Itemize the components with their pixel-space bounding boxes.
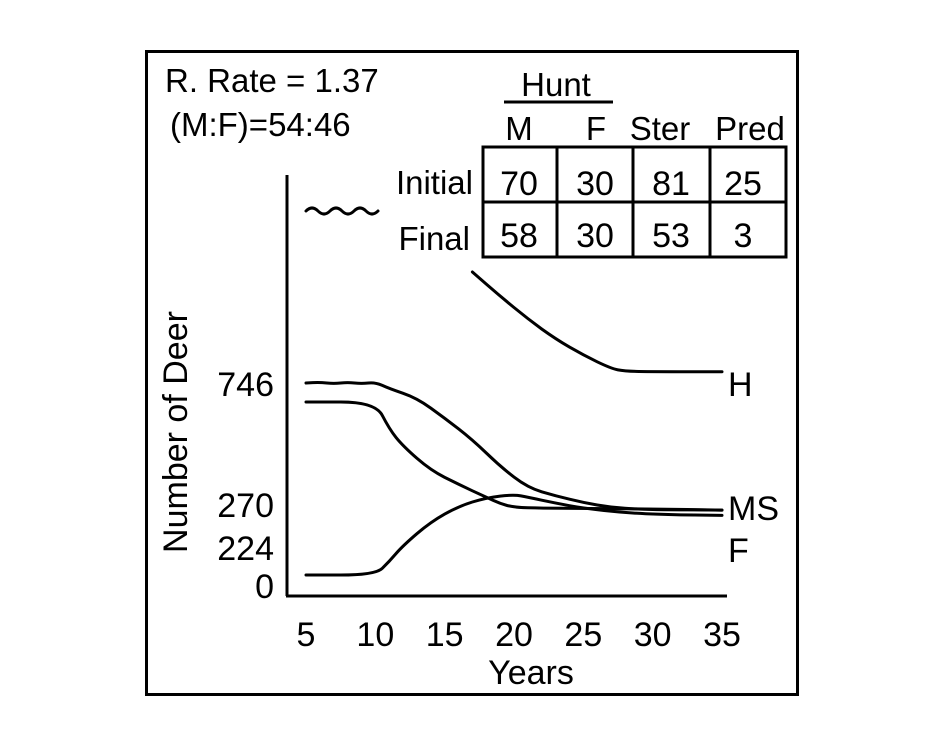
y-tick-270: 270 [217,487,274,525]
col-header-pred: Pred [715,110,785,147]
series-line-ms [304,380,724,512]
cell-final-m: 58 [500,217,538,255]
cell-initial-m: 70 [500,165,538,203]
table-grid [481,145,788,259]
cell-initial-ster: 81 [652,165,690,203]
series-labels: H MS F [728,366,779,570]
cell-final-pred: 3 [734,217,753,255]
row-label-initial: Initial [396,164,473,201]
x-tick-25: 25 [564,616,602,654]
series-label-h: H [728,366,753,404]
rate-label: R. Rate = 1.37 [165,62,379,99]
axis-breaks [304,206,380,216]
cell-initial-pred: 25 [724,165,762,203]
series-label-f: F [728,532,749,570]
col-header-f: F [586,110,606,147]
cell-final-f: 30 [576,217,614,255]
x-tick-35: 35 [703,616,741,654]
ratio-label: (M:F)=54:46 [170,106,351,143]
series-line-unlabeled-2 [304,400,724,512]
series-line-h [470,270,724,374]
col-header-m: M [505,110,533,147]
row-label-final: Final [398,220,470,257]
y-tick-224: 224 [217,530,274,568]
cell-initial-f: 30 [576,165,614,203]
x-axis-label: Years [488,654,574,692]
x-tick-30: 30 [634,616,672,654]
x-tick-labels: 5 10 15 20 25 30 35 [297,616,741,654]
hunt-group-label: Hunt [521,66,591,103]
x-tick-15: 15 [426,616,464,654]
series-label-ms: MS [728,490,779,528]
y-axis-label: Number of Deer [157,311,195,553]
x-tick-10: 10 [356,616,394,654]
col-header-ster: Ster [630,110,691,147]
series-lines [304,270,724,577]
y-tick-0: 0 [255,568,274,606]
chart-frame [145,50,799,696]
axis-break-top [304,206,380,216]
series-line-f [304,493,724,577]
y-tick-746: 746 [217,366,274,404]
cell-final-ster: 53 [652,217,690,255]
x-tick-20: 20 [495,616,533,654]
x-tick-5: 5 [297,616,316,654]
